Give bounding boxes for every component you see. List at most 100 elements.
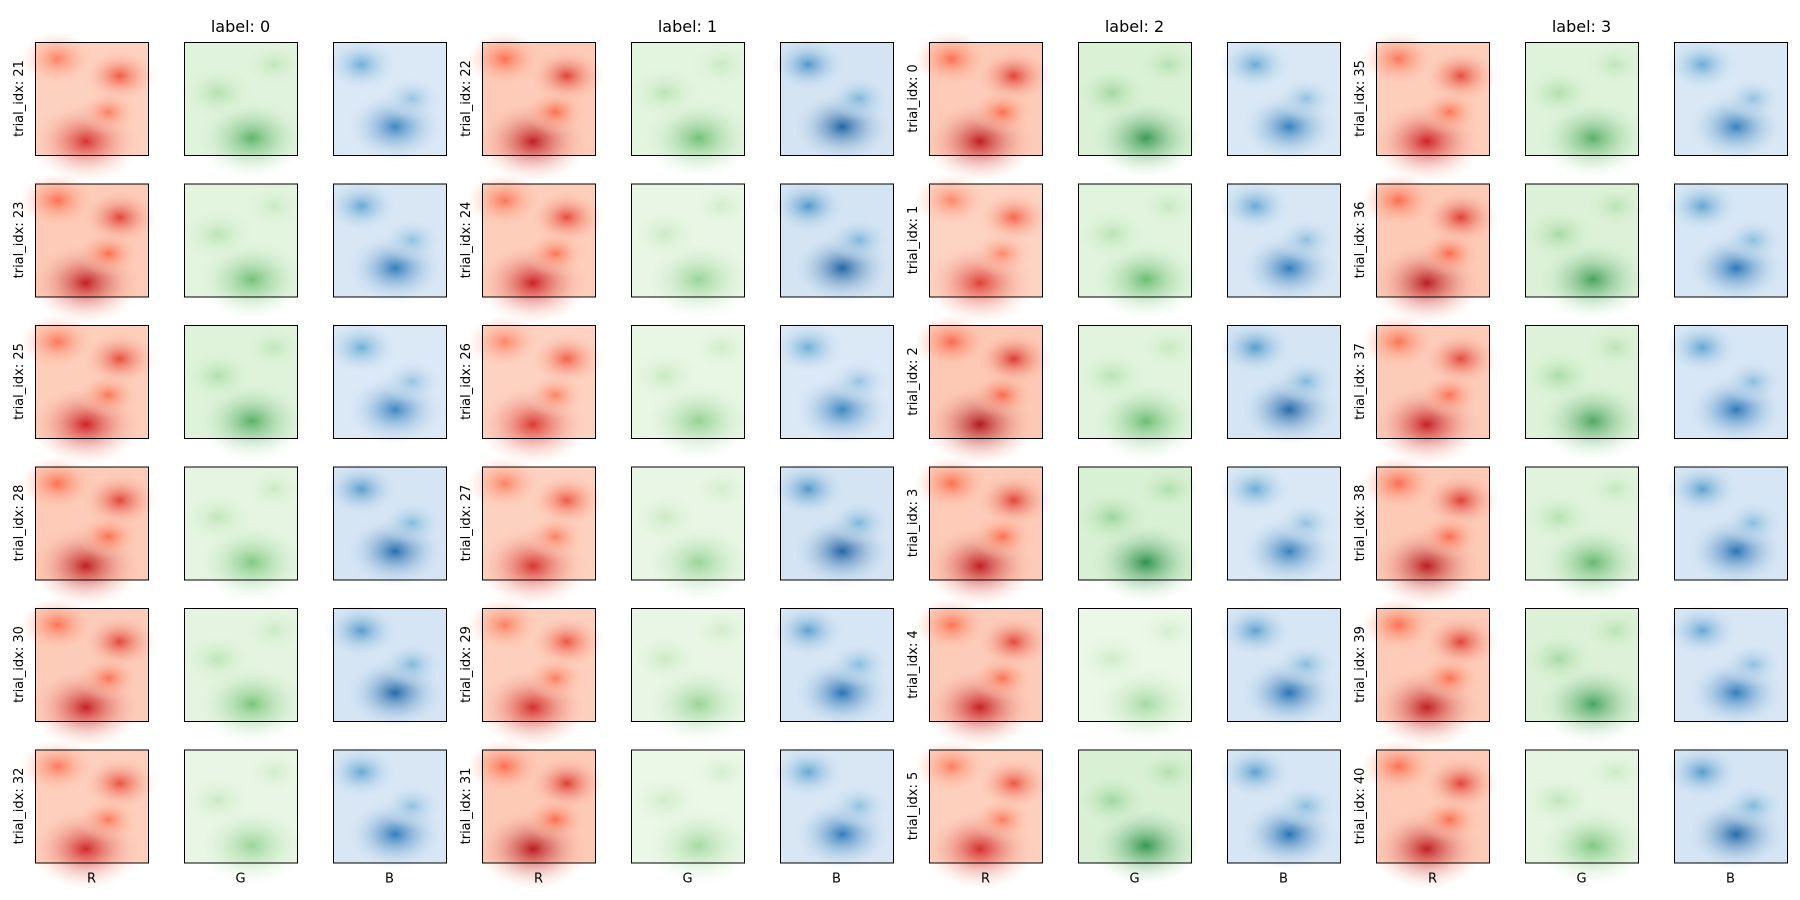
channel-label-b: B bbox=[1726, 872, 1735, 887]
heatmap-blob bbox=[82, 473, 158, 528]
panel-frame bbox=[1376, 466, 1490, 581]
panel-frame bbox=[1376, 42, 1490, 156]
panel-frame bbox=[333, 749, 447, 864]
heatmap-panel-g bbox=[1521, 466, 1649, 604]
trial-label: trial_idx: 1 bbox=[906, 206, 921, 274]
heatmap-panel-b bbox=[770, 744, 894, 871]
panel-frame bbox=[780, 749, 894, 864]
trial-label: trial_idx: 29 bbox=[459, 626, 474, 703]
heatmap-blob bbox=[180, 490, 256, 545]
heatmap-blob bbox=[82, 48, 158, 104]
heatmap-blob bbox=[1361, 597, 1436, 653]
heatmap-blob bbox=[1361, 314, 1436, 370]
panel-frame bbox=[631, 608, 745, 722]
heatmap-panel-g bbox=[1074, 183, 1202, 321]
trial-label: trial_idx: 35 bbox=[1353, 60, 1368, 137]
heatmap-blob bbox=[690, 466, 753, 512]
heatmap-blob bbox=[20, 739, 95, 794]
heatmap-panel-g bbox=[627, 466, 755, 604]
heatmap-blob bbox=[690, 325, 753, 371]
trial-label: trial_idx: 22 bbox=[459, 60, 474, 137]
heatmap-blob bbox=[1217, 603, 1293, 658]
heatmap-panel-b bbox=[323, 603, 447, 729]
heatmap-panel-b bbox=[770, 37, 894, 163]
channel-label-b: B bbox=[385, 872, 394, 887]
heatmap-blob bbox=[1664, 178, 1740, 234]
heatmap-blob bbox=[976, 473, 1052, 528]
heatmap-blob bbox=[976, 331, 1052, 387]
heatmap-panel-b bbox=[1217, 461, 1341, 588]
heatmap-blob bbox=[467, 31, 542, 87]
panel-frame bbox=[35, 42, 149, 156]
heatmap-blob bbox=[1584, 749, 1647, 795]
heatmap-panel-g bbox=[180, 325, 308, 462]
heatmap-blob bbox=[529, 331, 605, 387]
panel-frame bbox=[1674, 325, 1788, 439]
panel-frame bbox=[184, 325, 298, 439]
panel-frame bbox=[631, 325, 745, 439]
heatmap-panel-r bbox=[20, 456, 158, 607]
heatmap-panel-g bbox=[1074, 749, 1202, 887]
heatmap-panel-b bbox=[1664, 320, 1788, 446]
heatmap-blob bbox=[770, 320, 846, 375]
heatmap-panel-g bbox=[1074, 325, 1202, 462]
panel-frame bbox=[1674, 749, 1788, 864]
heatmap-blob bbox=[323, 37, 399, 92]
panel-frame bbox=[1525, 183, 1639, 298]
heatmap-blob bbox=[971, 230, 1034, 277]
heatmap-blob bbox=[381, 75, 444, 122]
heatmap-blob bbox=[77, 796, 140, 843]
panel-frame bbox=[333, 325, 447, 439]
heatmap-panel-b bbox=[770, 178, 894, 305]
panel-frame bbox=[780, 183, 894, 298]
trial-label: trial_idx: 24 bbox=[459, 202, 474, 279]
heatmap-panel-b bbox=[1217, 178, 1341, 305]
heatmap-panel-r bbox=[914, 597, 1052, 749]
heatmap-blob bbox=[627, 65, 703, 120]
panel-frame bbox=[1078, 42, 1192, 156]
panel-grid: label: 0 trial_idx: 21 trial_idx: 23 trial_… bbox=[12, 17, 1788, 890]
heatmap-blob bbox=[1418, 89, 1481, 135]
heatmap-blob bbox=[1423, 190, 1499, 245]
heatmap-blob bbox=[381, 783, 444, 829]
heatmap-blob bbox=[1722, 358, 1785, 405]
heatmap-blob bbox=[1275, 75, 1338, 122]
heatmap-blob bbox=[1722, 500, 1785, 546]
panel-frame bbox=[35, 749, 149, 864]
panel-frame bbox=[1525, 749, 1639, 864]
group-title-3: label: 3 bbox=[1552, 17, 1611, 36]
heatmap-panel-r bbox=[914, 173, 1052, 324]
heatmap-blob bbox=[690, 183, 753, 229]
channel-label-g: G bbox=[1129, 872, 1139, 887]
heatmap-blob bbox=[1521, 348, 1597, 403]
trial-label: trial_idx: 28 bbox=[12, 485, 27, 562]
panel-frame bbox=[1227, 42, 1341, 156]
group-title-1: label: 1 bbox=[658, 17, 717, 36]
panel-frame bbox=[1525, 325, 1639, 439]
group-title-2: label: 2 bbox=[1105, 17, 1164, 36]
trial-label: trial_idx: 21 bbox=[12, 60, 27, 137]
heatmap-panel-b bbox=[770, 603, 894, 729]
heatmap-panel-b bbox=[323, 744, 447, 871]
heatmap-panel-g bbox=[180, 42, 308, 179]
heatmap-panel-b bbox=[1664, 461, 1788, 588]
heatmap-panel-r bbox=[467, 314, 605, 466]
heatmap-blob bbox=[20, 173, 95, 228]
heatmap-blob bbox=[690, 608, 753, 654]
heatmap-blob bbox=[1722, 641, 1785, 688]
heatmap-panel-r bbox=[20, 173, 158, 324]
trial-label: trial_idx: 26 bbox=[459, 343, 474, 420]
heatmap-blob bbox=[976, 48, 1052, 104]
panel-frame bbox=[1674, 608, 1788, 722]
heatmap-blob bbox=[770, 37, 846, 92]
heatmap-blob bbox=[828, 641, 891, 688]
heatmap-blob bbox=[1722, 75, 1785, 122]
panel-frame bbox=[482, 42, 596, 156]
heatmap-panel-r bbox=[467, 597, 605, 749]
heatmap-blob bbox=[323, 744, 399, 800]
channel-label-r: R bbox=[87, 872, 96, 887]
heatmap-panel-g bbox=[180, 608, 308, 745]
heatmap-blob bbox=[529, 756, 605, 811]
heatmap-blob bbox=[77, 230, 140, 277]
heatmap-blob bbox=[529, 614, 605, 670]
